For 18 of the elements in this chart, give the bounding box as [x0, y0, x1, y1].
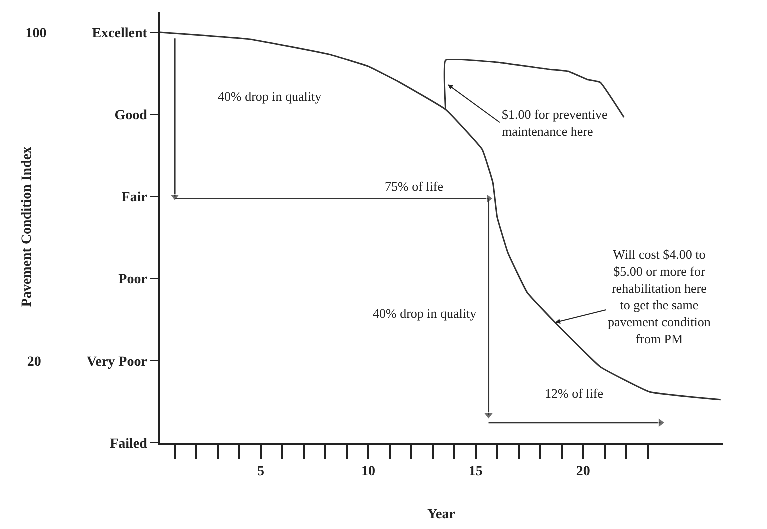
y-tick-label: 20 Very Poor [27, 354, 148, 370]
annotation: Will cost $4.00 to $5.00 or more for rehabilitation here to get the same pavement condition from PM [608, 247, 712, 346]
annotation: 12% of life [545, 386, 604, 401]
y-tick-label: Fair [122, 190, 148, 206]
y-axis-title: Pavement Condition Index [20, 146, 36, 308]
annotation: 75% of life [385, 179, 444, 194]
x-tick-label: 15 [468, 464, 483, 480]
x-tick-label: 20 [576, 464, 590, 480]
y-tick-label: 100 Excellent [26, 26, 148, 42]
y-tick-label: Failed [110, 436, 148, 452]
x-tick-label: 5 [258, 464, 265, 480]
annotation: 40% drop in quality [373, 306, 478, 321]
annotation: 40% drop in quality [218, 89, 322, 104]
y-tick-label: Good [114, 108, 148, 124]
x-axis-title: Year [428, 507, 456, 522]
x-tick-label: 10 [361, 464, 376, 480]
annotation: $1.00 for preventive maintenance here [502, 107, 608, 139]
y-tick-label: Poor [118, 272, 148, 288]
